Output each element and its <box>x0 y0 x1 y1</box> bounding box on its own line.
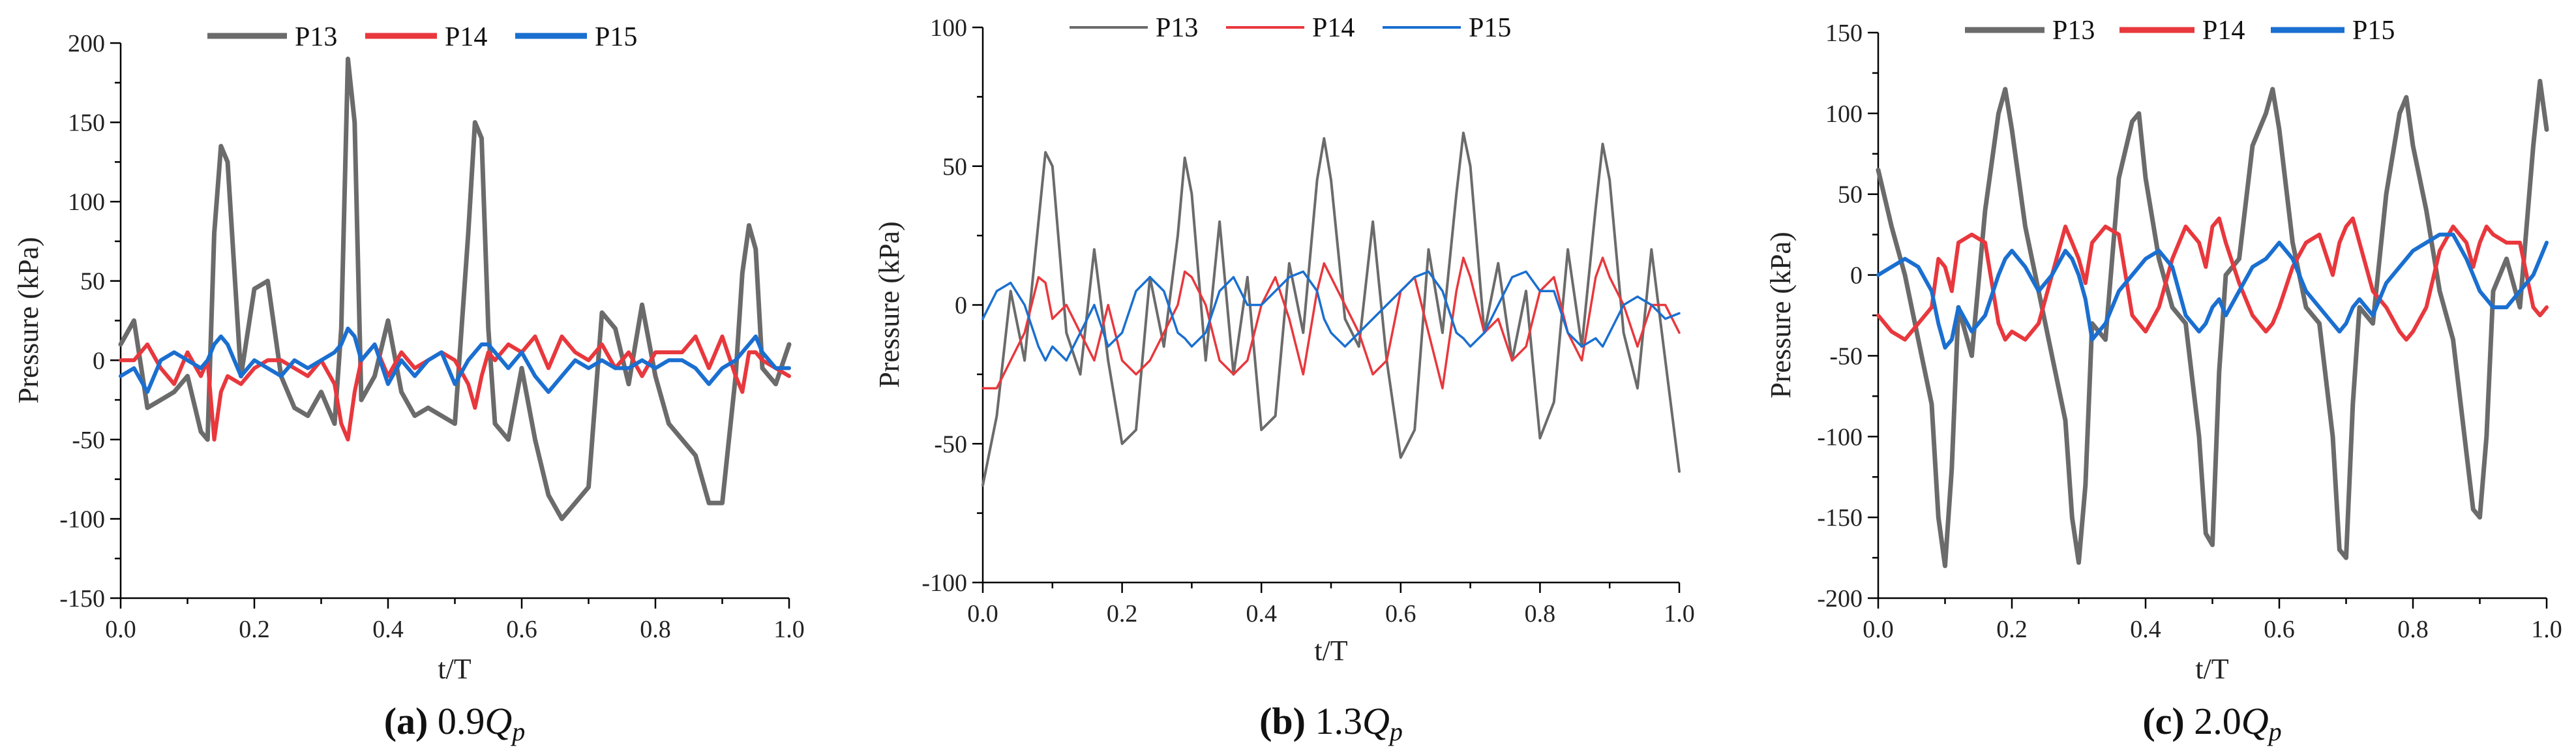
panel-b-series <box>981 131 1681 487</box>
panel-c-y-tick-label: -50 <box>1829 342 1863 370</box>
panel-c-x-tick-label: 1.0 <box>2531 616 2562 643</box>
panel-a-series-p15 <box>119 326 791 394</box>
panel-b-x-label: t/T <box>1314 635 1347 667</box>
panel-a-x-tick-label: 0.0 <box>105 616 136 643</box>
panel-c-y-tick-label: 50 <box>1838 181 1863 209</box>
panel-c: 0.0 0.2 0.4 0.6 0.8 1.0 -200 -150 -100 -50 0 50 100… <box>1765 16 2562 746</box>
panel-c-y-ticks: -200 -150 -100 -50 0 50 100 150 <box>1817 20 1878 612</box>
panel-a-y-tick-label: 0 <box>93 347 105 374</box>
panel-b-y-tick-label: -50 <box>934 431 967 458</box>
panel-b-y-ticks: -100 -50 0 50 100 <box>921 14 983 597</box>
panel-b-caption-label: (b) <box>1259 700 1306 742</box>
panel-c-y-label: Pressure (kPa) <box>1765 232 1797 398</box>
panel-b-x-tick-label: 1.0 <box>1664 600 1695 627</box>
panel-a-x-tick-label: 0.8 <box>640 616 671 643</box>
panel-a-caption: (a) 0.9Qp <box>384 700 526 746</box>
panel-c-series-p15 <box>1876 232 2549 350</box>
panel-b-caption-value: 1.3 <box>1315 700 1363 742</box>
panel-c-x-tick-label: 0.6 <box>2264 616 2295 643</box>
panel-a-legend: P13 P14 P15 <box>207 22 637 52</box>
panel-a-y-tick-label: 100 <box>68 189 105 216</box>
panel-b-x-tick-label: 0.6 <box>1385 600 1416 627</box>
panel-b-y-label: Pressure (kPa) <box>873 221 905 387</box>
panel-a-y-tick-label: -50 <box>72 427 105 454</box>
panel-a-series-p14 <box>119 334 791 442</box>
panel-c-y-tick-label: -150 <box>1817 504 1863 532</box>
panel-a-x-tick-label: 0.4 <box>372 616 404 643</box>
panel-a-caption-subscript: p <box>510 717 525 746</box>
panel-c-x-tick-label: 0.2 <box>1996 616 2028 643</box>
panel-c-x-tick-label: 0.8 <box>2397 616 2429 643</box>
panel-b-series-p15 <box>981 270 1681 362</box>
panel-c-series-p14 <box>1876 216 2549 342</box>
panel-b-legend: P13 P14 P15 <box>1070 13 1511 43</box>
panel-b-caption-subscript: p <box>1388 717 1403 746</box>
panel-a-series-p13 <box>118 56 792 521</box>
panel-a-y-tick-label: 150 <box>68 110 105 137</box>
panel-b: 0.0 0.2 0.4 0.6 0.8 1.0 -100 -50 0 50 100 t/T Pre… <box>873 13 1695 746</box>
panel-b-series-p13 <box>981 131 1681 487</box>
panel-c-caption-symbol: Q <box>2241 700 2269 742</box>
panel-a-y-tick-label: -100 <box>59 506 105 533</box>
panel-a-x-label: t/T <box>438 653 471 685</box>
panel-b-y-tick-label: 100 <box>930 14 967 42</box>
panel-a-x-ticks: 0.0 0.2 0.4 0.6 0.8 1.0 <box>105 598 805 643</box>
panel-c-y-tick-label: 0 <box>1850 262 1863 290</box>
panel-a-y-tick-label: 50 <box>80 268 105 295</box>
legend-label-p15: P15 <box>595 22 637 52</box>
legend-label-p15: P15 <box>1469 13 1511 43</box>
panel-c-caption-value: 2.0 <box>2194 700 2241 742</box>
legend-label-p14: P14 <box>445 22 487 52</box>
panel-b-caption: (b) 1.3Qp <box>1259 700 1403 746</box>
panel-c-y-tick-label: 150 <box>1825 20 1863 47</box>
panel-b-x-tick-label: 0.2 <box>1107 600 1138 627</box>
panel-b-y-tick-label: 50 <box>942 153 967 181</box>
panel-a-series <box>118 56 792 521</box>
panel-c-y-tick-label: -200 <box>1817 585 1863 612</box>
panel-c-x-ticks: 0.0 0.2 0.4 0.6 0.8 1.0 <box>1863 598 2562 643</box>
panel-c-caption: (c) 2.0Qp <box>2142 700 2281 746</box>
panel-a-x-tick-label: 1.0 <box>773 616 805 643</box>
legend-label-p13: P13 <box>1156 13 1198 43</box>
panel-b-x-tick-label: 0.0 <box>967 600 998 627</box>
panel-b-caption-symbol: Q <box>1362 700 1390 742</box>
panel-c-caption-subscript: p <box>2267 717 2282 746</box>
panel-a-caption-symbol: Q <box>485 700 512 742</box>
panel-a-y-tick-label: 200 <box>68 30 105 57</box>
panel-c-x-tick-label: 0.0 <box>1863 616 1894 643</box>
panel-b-x-ticks: 0.0 0.2 0.4 0.6 0.8 1.0 <box>967 582 1695 627</box>
panel-c-y-tick-label: -100 <box>1817 423 1863 451</box>
panel-a-y-label: Pressure (kPa) <box>12 237 44 403</box>
panel-b-x-tick-label: 0.8 <box>1525 600 1556 627</box>
legend-label-p14: P14 <box>2202 16 2245 46</box>
panel-c-y-tick-label: 100 <box>1825 100 1863 128</box>
panel-a-x-tick-label: 0.6 <box>506 616 537 643</box>
panel-a-y-ticks: -150 -100 -50 0 50 100 150 200 <box>59 30 121 612</box>
panel-c-caption-label: (c) <box>2142 700 2184 742</box>
panel-a-caption-label: (a) <box>384 700 428 742</box>
panel-c-series-p13 <box>1876 78 2549 568</box>
panel-b-y-tick-label: -100 <box>921 569 967 597</box>
panel-c-legend: P13 P14 P15 <box>1965 16 2395 46</box>
panel-c-x-tick-label: 0.4 <box>2130 616 2161 643</box>
panel-a-x-tick-label: 0.2 <box>239 616 270 643</box>
panel-a-y-tick-label: -150 <box>59 585 105 612</box>
panel-b-x-tick-label: 0.4 <box>1246 600 1277 627</box>
panel-c-x-label: t/T <box>2195 653 2228 685</box>
legend-label-p13: P13 <box>2052 16 2095 46</box>
panel-a-caption-value: 0.9 <box>438 700 485 742</box>
legend-label-p15: P15 <box>2352 16 2395 46</box>
legend-label-p13: P13 <box>295 22 337 52</box>
legend-label-p14: P14 <box>1312 13 1355 43</box>
panel-a: 0.0 0.2 0.4 0.6 0.8 1.0 -150 -100 -50 0 50 100 150 2… <box>12 22 805 746</box>
panel-b-y-tick-label: 0 <box>955 292 967 320</box>
panel-c-series <box>1876 78 2549 568</box>
